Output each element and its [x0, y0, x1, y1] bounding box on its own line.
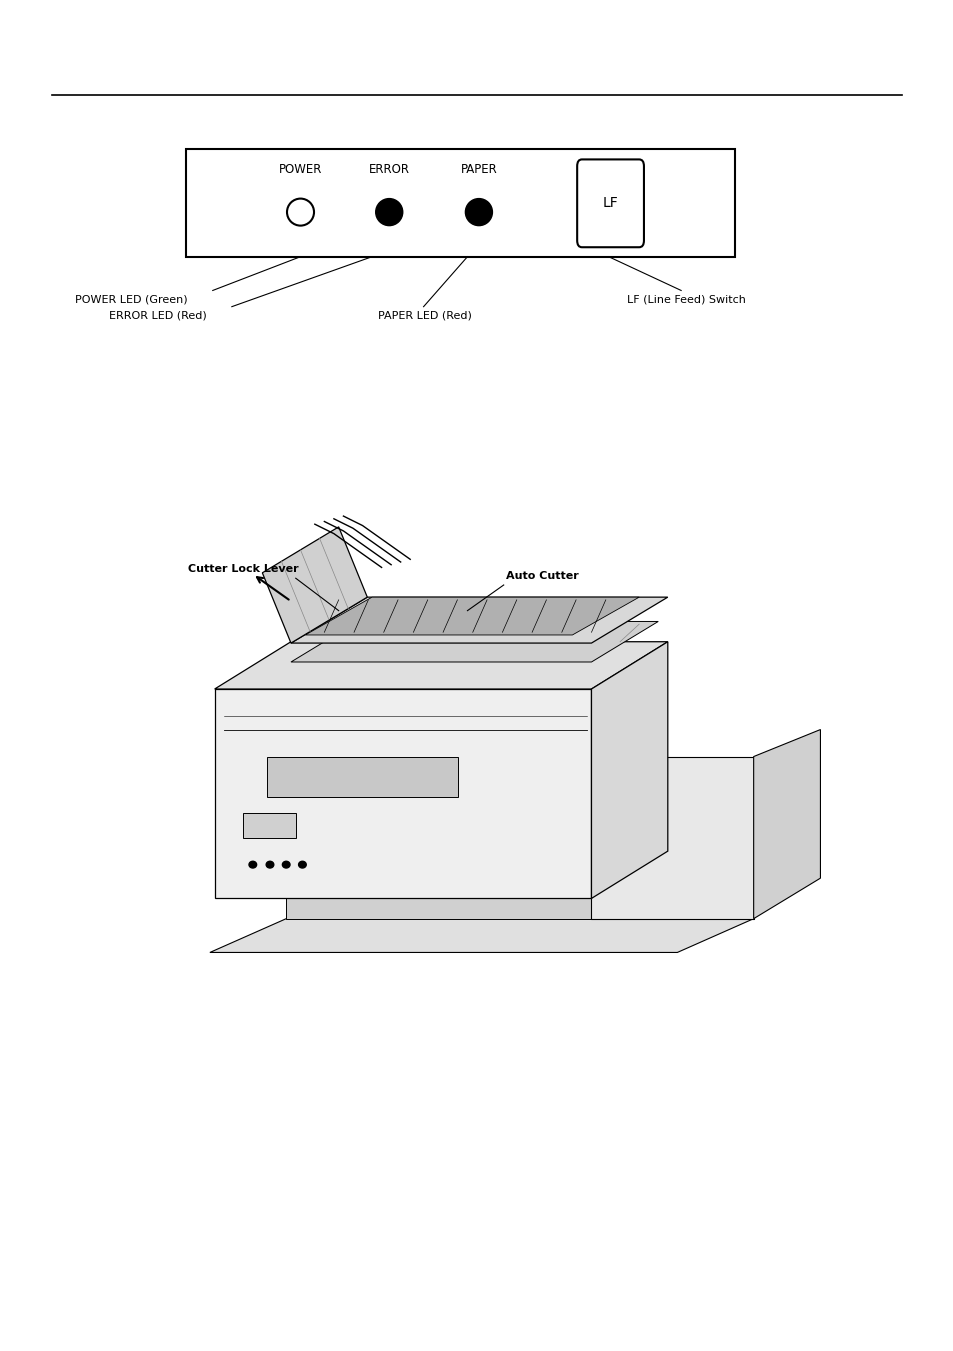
Text: LF (Line Feed) Switch: LF (Line Feed) Switch — [627, 295, 745, 304]
Ellipse shape — [465, 199, 492, 226]
Ellipse shape — [266, 862, 274, 869]
Ellipse shape — [375, 199, 402, 226]
Polygon shape — [267, 757, 457, 797]
Text: ERROR: ERROR — [369, 162, 409, 176]
Bar — [243, 813, 295, 838]
Polygon shape — [291, 597, 667, 643]
Ellipse shape — [298, 862, 306, 869]
Text: LF: LF — [602, 196, 618, 211]
Polygon shape — [214, 689, 591, 898]
Text: ERROR LED (Red): ERROR LED (Red) — [109, 311, 206, 320]
Text: Auto Cutter: Auto Cutter — [505, 571, 578, 581]
FancyBboxPatch shape — [577, 159, 643, 247]
Polygon shape — [210, 919, 753, 952]
Polygon shape — [291, 621, 658, 662]
Polygon shape — [591, 757, 753, 919]
Text: POWER: POWER — [278, 162, 322, 176]
Bar — [186, 149, 734, 257]
Polygon shape — [262, 527, 367, 643]
Polygon shape — [591, 642, 667, 898]
Ellipse shape — [249, 862, 256, 869]
Ellipse shape — [282, 862, 290, 869]
Polygon shape — [214, 642, 667, 689]
Text: PAPER LED (Red): PAPER LED (Red) — [377, 311, 471, 320]
Text: Cutter Lock Lever: Cutter Lock Lever — [188, 565, 298, 574]
Polygon shape — [305, 597, 639, 635]
Polygon shape — [753, 730, 820, 919]
Text: PAPER: PAPER — [460, 162, 497, 176]
Text: POWER LED (Green): POWER LED (Green) — [75, 295, 188, 304]
Polygon shape — [286, 898, 753, 919]
